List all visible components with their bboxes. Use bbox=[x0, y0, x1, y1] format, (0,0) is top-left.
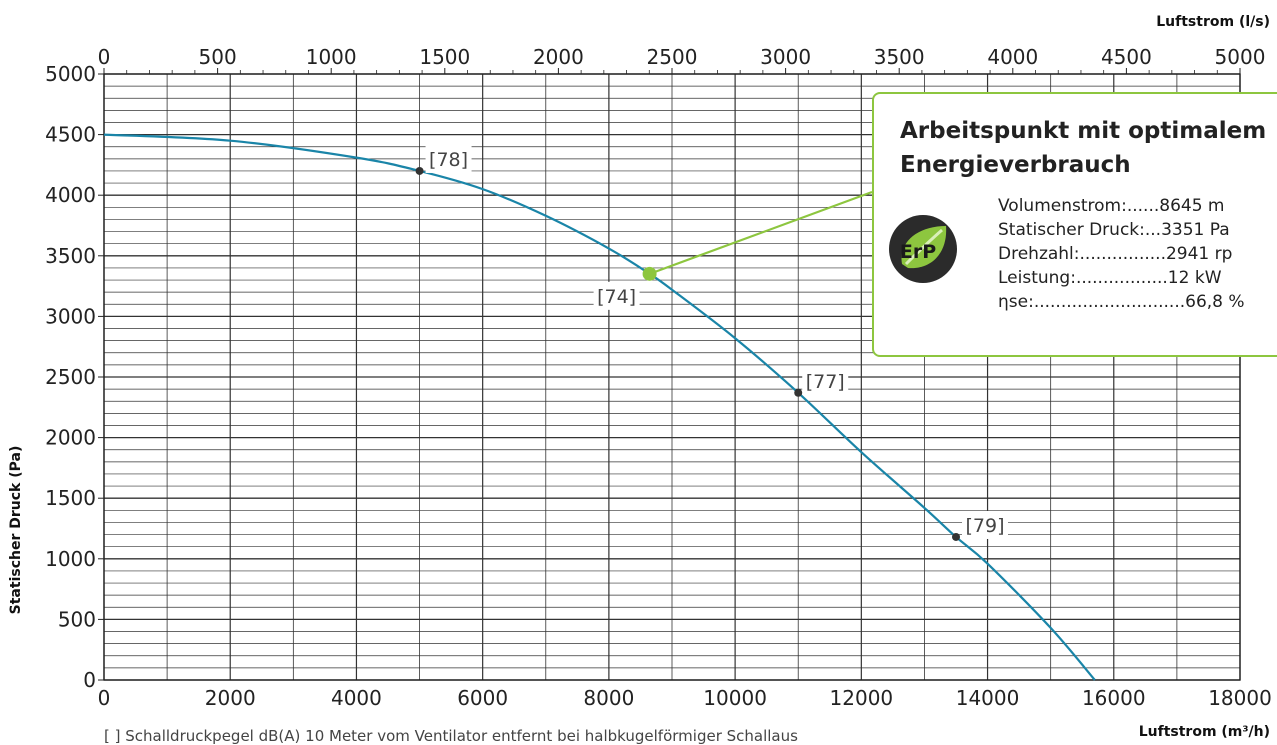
erp-badge-text: ErP bbox=[900, 241, 936, 263]
operating-point-callout: Arbeitspunkt mit optimalem Energieverbra… bbox=[872, 92, 1277, 357]
sound-level-footnote: [ ] Schalldruckpegel dB(A) 10 Meter vom … bbox=[104, 727, 798, 745]
spec-drehzahl: Drehzahl:................2941 rp bbox=[998, 244, 1233, 264]
y-tick: 2500 bbox=[45, 365, 96, 389]
y-tick: 3000 bbox=[45, 304, 96, 328]
sound-level-label: [74] bbox=[597, 286, 636, 308]
x-tick-top: 1500 bbox=[419, 45, 470, 69]
spec-efficiency: ηse:............................66,8 % bbox=[998, 292, 1245, 312]
y-axis-title: Statischer Druck (Pa) bbox=[8, 446, 24, 615]
x-tick-top: 1000 bbox=[306, 45, 357, 69]
x-tick-bottom: 0 bbox=[98, 686, 111, 710]
x-tick-bottom: 10000 bbox=[703, 686, 767, 710]
y-tick: 500 bbox=[58, 607, 96, 631]
x-tick-top: 2000 bbox=[533, 45, 584, 69]
x-tick-top: 4000 bbox=[987, 45, 1038, 69]
x-tick-bottom: 12000 bbox=[830, 686, 894, 710]
connector-line bbox=[649, 190, 873, 275]
erp-leaf-icon: ErP bbox=[889, 215, 957, 283]
y-tick: 2000 bbox=[45, 426, 96, 450]
sound-level-points: [78] [74] [77] [79] bbox=[415, 144, 1008, 541]
point-label-bg bbox=[962, 510, 1008, 539]
spec-leistung: Leistung:.................12 kW bbox=[998, 268, 1222, 288]
spec-statischer-druck: Statischer Druck:...3351 Pa bbox=[998, 220, 1230, 240]
x-tick-top: 500 bbox=[199, 45, 237, 69]
operating-point-connector bbox=[649, 190, 873, 275]
x-tick-top: 2500 bbox=[647, 45, 698, 69]
sound-level-label: [79] bbox=[965, 515, 1004, 537]
fan-curve-series bbox=[103, 133, 1096, 681]
axis-ticks: 0 2000 4000 6000 8000 10000 12000 14000 16000 180… bbox=[45, 45, 1272, 710]
y-tick: 4000 bbox=[45, 183, 96, 207]
y-tick: 4500 bbox=[45, 123, 96, 147]
y-tick: 1000 bbox=[45, 547, 96, 571]
x-tick-top: 0 bbox=[98, 45, 111, 69]
x-tick-bottom: 14000 bbox=[956, 686, 1020, 710]
x-tick-bottom: 6000 bbox=[457, 686, 508, 710]
spec-volumenstrom: Volumenstrom:......8645 m bbox=[998, 196, 1225, 216]
y-tick: 0 bbox=[83, 668, 96, 692]
y-tick: 1500 bbox=[45, 486, 96, 510]
x-tick-bottom: 18000 bbox=[1208, 686, 1272, 710]
x-tick-top: 3500 bbox=[874, 45, 925, 69]
x-tick-top: 4500 bbox=[1101, 45, 1152, 69]
sound-point-marker bbox=[952, 532, 960, 541]
x-tick-top: 3000 bbox=[760, 45, 811, 69]
x-tick-bottom: 2000 bbox=[205, 686, 256, 710]
x-tick-bottom: 16000 bbox=[1082, 686, 1146, 710]
sound-level-label: [78] bbox=[429, 149, 468, 171]
fan-curve-line bbox=[103, 133, 1096, 681]
operating-point-marker bbox=[642, 266, 657, 281]
x-tick-bottom: 4000 bbox=[331, 686, 382, 710]
sound-point-marker bbox=[794, 388, 803, 397]
y-tick: 3500 bbox=[45, 244, 96, 268]
bottom-axis-title: Luftstrom (m³/h) bbox=[1139, 724, 1270, 740]
x-tick-top: 5000 bbox=[1215, 45, 1266, 69]
x-tick-bottom: 8000 bbox=[583, 686, 634, 710]
sound-point-marker bbox=[415, 166, 424, 175]
point-label-bg bbox=[425, 144, 472, 173]
point-label-bg bbox=[802, 366, 849, 395]
callout-title: Arbeitspunkt mit optimalem Energieverbra… bbox=[900, 118, 1267, 178]
y-tick: 5000 bbox=[45, 62, 96, 86]
top-axis-title: Luftstrom (l/s) bbox=[1156, 14, 1270, 30]
point-label-bg bbox=[593, 281, 640, 310]
sound-level-label: [77] bbox=[806, 371, 845, 393]
